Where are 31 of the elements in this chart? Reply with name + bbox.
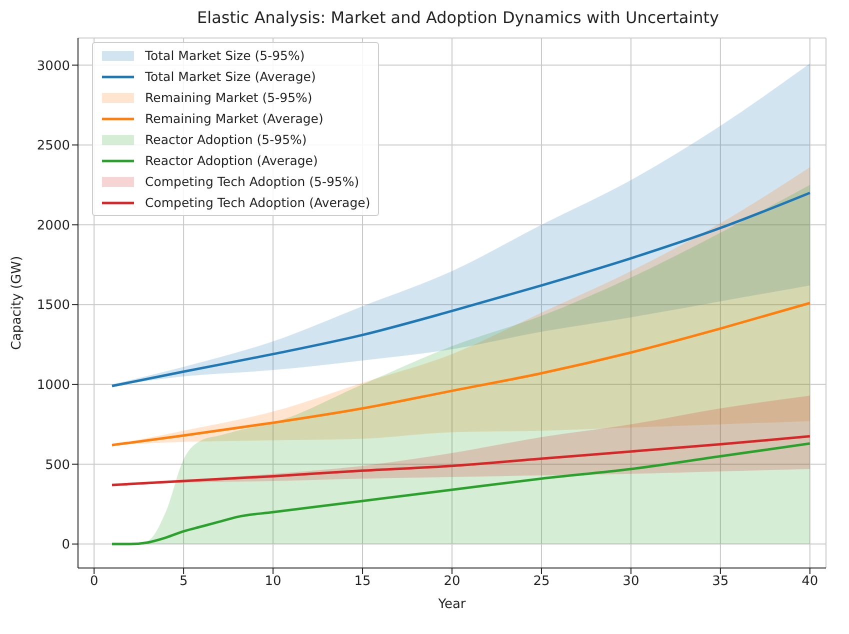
x-tick-label: 20 <box>444 574 460 590</box>
y-tick-label: 3000 <box>36 58 70 74</box>
x-tick-label: 0 <box>90 574 98 590</box>
legend-label: Total Market Size (Average) <box>145 69 316 84</box>
x-tick-label: 15 <box>354 574 371 590</box>
line-series <box>110 435 812 486</box>
chart-title: Elastic Analysis: Market and Adoption Dynamics with Uncertainty <box>196 8 720 29</box>
y-tick-label: 2000 <box>36 218 70 234</box>
y-tick-label: 1500 <box>36 298 70 314</box>
y-tick-label: 2500 <box>36 138 70 154</box>
y-tick-label: 500 <box>45 458 70 473</box>
y-tick-label: 1000 <box>36 378 70 394</box>
line-series <box>110 442 812 546</box>
x-tick-label: 5 <box>179 574 188 590</box>
line-series <box>110 192 812 388</box>
x-tick-label: 10 <box>264 574 282 590</box>
annotation: Total Market Size (5-95%) <box>145 48 305 63</box>
annotation: Reactor Adoption (5-95%) <box>145 132 307 147</box>
x-tick-label: 30 <box>622 574 640 590</box>
annotation: Remaining Market (5-95%) <box>145 90 312 105</box>
annotation: Competing Tech Adoption (5-95%) <box>145 174 360 189</box>
legend-label: Competing Tech Adoption (Average) <box>145 195 370 210</box>
x-tick-label: 25 <box>533 574 550 590</box>
legend-label: Remaining Market (Average) <box>145 111 324 126</box>
x-tick-label: 35 <box>712 574 729 590</box>
line-series <box>110 302 812 446</box>
y-tick-label: 0 <box>62 538 70 553</box>
x-axis-title: Year <box>437 597 466 612</box>
x-tick-label: 40 <box>802 574 818 590</box>
y-axis-title: Capacity (GW) <box>10 256 25 350</box>
legend-label: Reactor Adoption (Average) <box>145 153 318 168</box>
